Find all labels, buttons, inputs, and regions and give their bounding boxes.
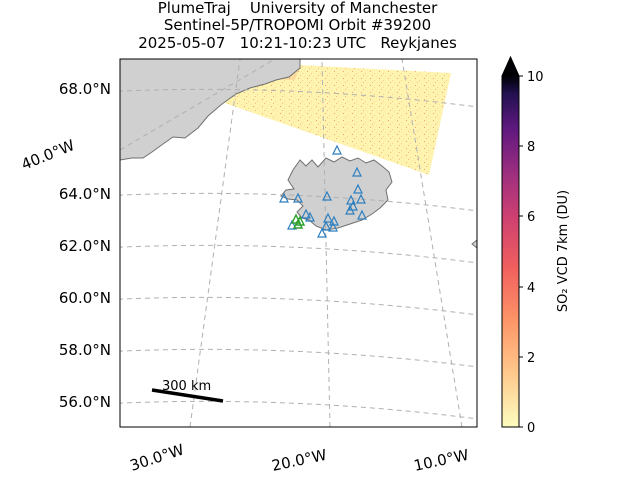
triangle-outline-icon	[305, 211, 315, 222]
triangle-outline-icon	[346, 194, 356, 205]
lat-label: 68.0°N	[59, 80, 111, 98]
title-line-3: 2025-05-07 10:21-10:23 UTC Reykjanes	[138, 34, 457, 52]
volcano-markers	[279, 144, 367, 238]
colorbar-extend-arrow	[502, 57, 519, 76]
greenland-land	[120, 59, 301, 161]
parallel-60	[120, 296, 477, 316]
triangle-outline-icon	[328, 221, 338, 232]
triangle-outline-icon	[321, 220, 331, 231]
colorbar-frame	[501, 55, 520, 428]
colorbar-label: SO₂ VCD 7km (DU)	[556, 190, 571, 312]
colorbar-tick-label: 4	[527, 281, 535, 296]
title-line-1: PlumeTraj University of Manchester	[157, 0, 438, 17]
scale-bar-label: 300 km	[162, 379, 211, 394]
triangle-outline-icon	[301, 208, 311, 219]
meridian-40w	[120, 59, 276, 151]
lat-label: 64.0°N	[59, 185, 111, 203]
triangle-outline-icon	[293, 192, 303, 203]
title-line-2: Sentinel-5P/TROPOMI Orbit #39200	[163, 16, 432, 34]
triangle-outline-icon	[317, 227, 327, 238]
lon-label: 20.0°W	[270, 446, 328, 475]
colorbar-gradient	[502, 76, 519, 427]
lon-label: 10.0°W	[412, 446, 470, 475]
colorbar-tick-label: 0	[527, 421, 535, 436]
active-volcano-markers	[290, 213, 306, 229]
colorbar-ticks	[519, 75, 523, 428]
lon-label-left: 40.0°W	[19, 136, 78, 174]
lon-label: 30.0°W	[128, 440, 187, 474]
colorbar: 0 2 4 6 8 10 SO₂ VCD 7km (DU)	[501, 55, 571, 436]
colorbar-tick-label: 10	[527, 70, 544, 85]
lat-label: 56.0°N	[59, 393, 111, 411]
map-area	[120, 59, 477, 427]
triangle-outline-icon	[279, 192, 289, 203]
colorbar-tick-label: 6	[527, 210, 535, 225]
triangle-outline-icon	[348, 200, 358, 211]
triangle-outline-icon	[345, 204, 355, 215]
triangle-outline-icon	[322, 190, 332, 201]
parallel-64	[120, 192, 477, 212]
triangle-outline-icon	[353, 183, 363, 194]
lat-label: 62.0°N	[59, 237, 111, 255]
colorbar-tick-label: 2	[527, 351, 535, 366]
triangle-outline-icon	[356, 193, 366, 204]
map-frame	[119, 58, 478, 428]
parallel-58	[120, 348, 477, 368]
meridian-20w	[321, 59, 331, 427]
lat-label: 58.0°N	[59, 341, 111, 359]
island-speck	[471, 239, 477, 249]
colorbar-tick-label: 8	[527, 140, 535, 155]
triangle-outline-icon	[292, 218, 304, 229]
scale-bar	[151, 388, 224, 403]
parallel-68	[120, 88, 477, 108]
meridian-10w	[401, 59, 463, 427]
meridian-30w	[189, 59, 241, 427]
triangle-outline-icon	[323, 212, 333, 223]
triangle-outline-icon	[352, 166, 362, 177]
triangle-outline-icon	[287, 219, 297, 230]
triangle-outline-icon	[357, 209, 367, 220]
lat-label: 60.0°N	[59, 289, 111, 307]
parallel-56	[120, 400, 477, 420]
gridlines	[120, 59, 477, 427]
parallel-62	[120, 244, 477, 264]
iceland-land	[280, 156, 393, 231]
triangle-outline-icon	[332, 144, 342, 155]
